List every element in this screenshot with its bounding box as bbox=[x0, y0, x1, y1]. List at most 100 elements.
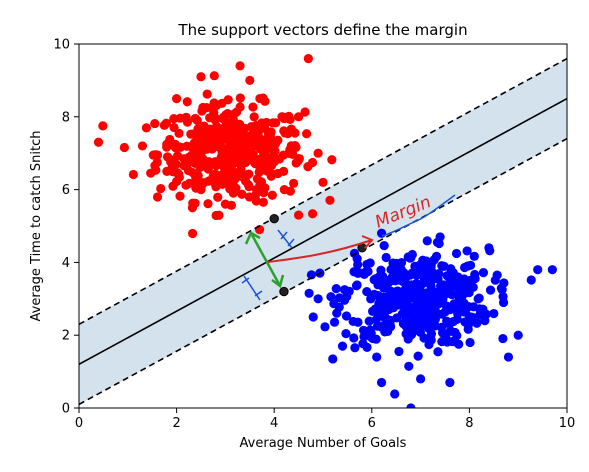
red-point bbox=[243, 180, 254, 190]
blue-point bbox=[337, 341, 348, 351]
red-point bbox=[231, 183, 241, 193]
blue-tick-upper bbox=[277, 229, 295, 249]
red-point bbox=[227, 159, 237, 169]
blue-point bbox=[503, 352, 514, 362]
blue-point bbox=[497, 285, 507, 295]
red-point bbox=[182, 97, 192, 107]
red-point bbox=[245, 75, 255, 85]
red-point bbox=[274, 154, 284, 164]
blue-point bbox=[400, 285, 410, 295]
blue-point bbox=[320, 322, 330, 332]
blue-point bbox=[469, 251, 479, 261]
red-point bbox=[242, 137, 252, 147]
blue-point bbox=[379, 240, 389, 251]
red-point bbox=[182, 117, 193, 127]
red-point bbox=[244, 169, 254, 179]
blue-point bbox=[526, 275, 536, 285]
blue-point bbox=[414, 262, 424, 273]
red-point bbox=[161, 118, 171, 128]
red-point bbox=[152, 157, 162, 167]
blue-point bbox=[365, 258, 375, 268]
red-point bbox=[294, 112, 304, 122]
blue-point bbox=[458, 289, 468, 299]
blue-point bbox=[468, 282, 478, 292]
red-point bbox=[197, 106, 207, 116]
blue-point bbox=[341, 311, 352, 321]
blue-point bbox=[358, 338, 368, 349]
blue-point bbox=[449, 299, 459, 309]
blue-point bbox=[462, 261, 473, 271]
blue-point bbox=[352, 280, 362, 290]
blue-point bbox=[395, 300, 405, 310]
blue-point bbox=[403, 252, 413, 262]
red-point bbox=[151, 165, 161, 175]
x-axis-ticks: 0 2 4 6 8 10 bbox=[75, 408, 575, 431]
red-point bbox=[93, 137, 104, 147]
red-point bbox=[220, 145, 230, 155]
red-point bbox=[260, 96, 270, 106]
blue-point bbox=[437, 261, 447, 271]
blue-point bbox=[331, 284, 341, 294]
red-point bbox=[258, 197, 268, 207]
red-point bbox=[196, 72, 206, 82]
y-tick-label: 4 bbox=[62, 256, 70, 271]
red-point bbox=[237, 189, 247, 199]
red-point bbox=[227, 145, 237, 155]
blue-point bbox=[418, 255, 428, 265]
margin-arrow-green-head-top bbox=[244, 231, 261, 245]
red-point bbox=[190, 113, 200, 124]
red-point bbox=[203, 199, 213, 209]
blue-point bbox=[306, 270, 317, 280]
red-point bbox=[141, 123, 151, 133]
blue-point bbox=[441, 331, 451, 342]
red-point bbox=[209, 124, 219, 134]
x-tick-label: 10 bbox=[559, 416, 576, 431]
red-point bbox=[251, 120, 261, 131]
red-point bbox=[213, 192, 223, 202]
blue-point bbox=[423, 300, 434, 310]
blue-point bbox=[513, 330, 523, 340]
decision-boundary-line bbox=[79, 97, 567, 366]
y-tick-label: 10 bbox=[53, 38, 70, 53]
red-point bbox=[289, 178, 299, 188]
x-tick-label: 4 bbox=[270, 416, 278, 431]
blue-point bbox=[376, 377, 387, 388]
red-point bbox=[235, 102, 245, 112]
lines-layer bbox=[79, 57, 567, 406]
blue-point bbox=[394, 346, 404, 357]
blue-point bbox=[489, 308, 499, 319]
red-point bbox=[228, 166, 238, 176]
blue-point bbox=[492, 270, 502, 280]
red-point bbox=[279, 184, 289, 195]
red-point bbox=[283, 129, 293, 139]
red-point bbox=[307, 157, 318, 168]
blue-point bbox=[465, 337, 475, 348]
blue-point bbox=[364, 316, 374, 326]
blue-point bbox=[450, 337, 460, 347]
blue-point bbox=[381, 252, 391, 263]
red-point bbox=[196, 133, 206, 144]
red-point bbox=[244, 192, 254, 202]
red-point bbox=[237, 171, 247, 182]
blue-point bbox=[405, 270, 415, 280]
x-tick-label: 6 bbox=[368, 416, 376, 431]
red-point bbox=[189, 138, 200, 148]
blue-point bbox=[437, 309, 447, 319]
blue-point bbox=[463, 320, 473, 330]
blue-point bbox=[359, 331, 369, 342]
blue-point bbox=[445, 377, 455, 388]
blue-point bbox=[435, 232, 445, 242]
blue-point bbox=[304, 288, 314, 298]
red-point bbox=[209, 71, 219, 81]
red-point bbox=[191, 172, 201, 182]
blue-point bbox=[462, 246, 472, 256]
red-point bbox=[293, 156, 303, 166]
blue-point bbox=[474, 293, 484, 303]
plot-frame bbox=[78, 43, 568, 409]
red-point bbox=[277, 112, 287, 122]
red-point bbox=[264, 164, 274, 174]
red-point bbox=[202, 89, 212, 99]
red-point bbox=[221, 110, 231, 120]
blue-point bbox=[442, 271, 452, 281]
